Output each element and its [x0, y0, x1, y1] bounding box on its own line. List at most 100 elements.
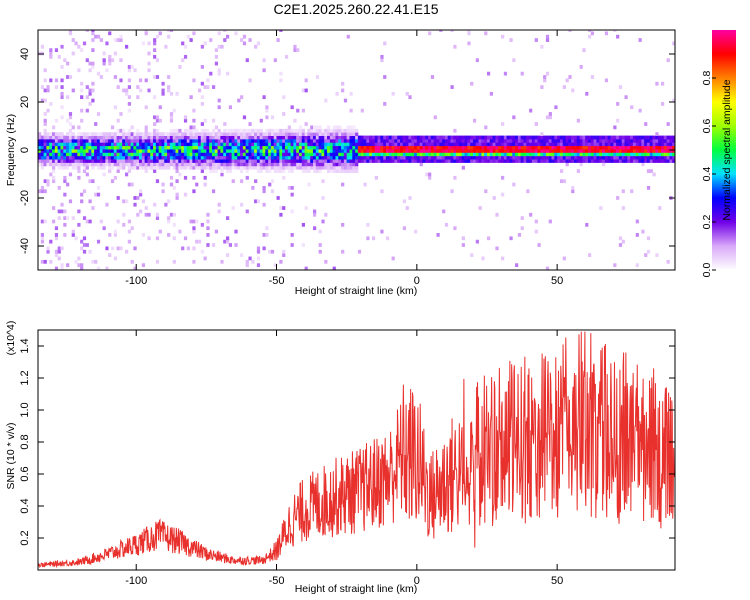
heatmap-cell	[144, 30, 148, 32]
heatmap-cell	[211, 165, 216, 170]
heatmap-cell	[450, 85, 454, 89]
heatmap-cell	[268, 138, 272, 143]
heatmap-cell	[189, 149, 193, 153]
heatmap-cell	[296, 142, 300, 147]
heatmap-cell	[211, 155, 216, 160]
x-tick-label: 50	[551, 275, 563, 287]
heatmap-cell	[472, 145, 477, 150]
heatmap-cell	[200, 138, 204, 143]
heatmap-cell	[217, 152, 221, 157]
heatmap-cell	[80, 263, 84, 268]
heatmap-cell	[318, 138, 322, 143]
heatmap-cell	[596, 152, 600, 157]
heatmap-cell	[545, 149, 550, 153]
heatmap-cell	[405, 206, 409, 210]
heatmap-cell	[310, 138, 314, 143]
heatmap-cell	[116, 38, 120, 42]
heatmap-cell	[596, 145, 600, 150]
heatmap-cell	[371, 135, 376, 140]
heatmap-cell	[226, 138, 230, 143]
heatmap-cell	[411, 135, 415, 140]
heatmap-cell	[150, 142, 154, 147]
heatmap-cell	[245, 138, 249, 143]
heatmap-cell	[655, 138, 659, 143]
heatmap-cell	[57, 162, 61, 167]
heatmap-cell	[343, 142, 348, 147]
heatmap-cell	[341, 165, 345, 170]
heatmap-cell	[616, 118, 620, 123]
heatmap-cell	[40, 159, 45, 163]
heatmap-cell	[186, 138, 190, 143]
heatmap-cell	[304, 142, 308, 147]
heatmap-cell	[313, 162, 317, 167]
heatmap-cell	[234, 243, 238, 247]
heatmap-cell	[517, 145, 522, 150]
heatmap-cell	[273, 132, 277, 136]
heatmap-cell	[226, 169, 230, 173]
heatmap-cell	[498, 159, 502, 163]
heatmap-cell	[60, 65, 64, 69]
heatmap-cell	[38, 145, 42, 150]
heatmap-cell	[526, 149, 530, 153]
heatmap-cell	[484, 159, 488, 163]
heatmap-cell	[618, 85, 623, 89]
heatmap-cell	[54, 226, 59, 231]
heatmap-cell	[68, 199, 73, 204]
heatmap-cell	[43, 112, 47, 116]
heatmap-cell	[352, 132, 356, 136]
heatmap-cell	[245, 152, 249, 157]
heatmap-cell	[599, 142, 603, 147]
heatmap-cell	[68, 155, 73, 160]
heatmap-cell	[517, 142, 522, 147]
heatmap-cell	[74, 159, 78, 163]
heatmap-cell	[178, 155, 182, 160]
heatmap-cell	[192, 226, 196, 231]
heatmap-cell	[663, 135, 667, 140]
heatmap-cell	[127, 65, 132, 69]
heatmap-cell	[211, 243, 216, 247]
heatmap-cell	[242, 142, 247, 147]
heatmap-cell	[186, 246, 190, 251]
heatmap-cell	[526, 142, 530, 147]
heatmap-cell	[355, 138, 359, 143]
heatmap-cell	[80, 48, 84, 52]
heatmap-cell	[411, 138, 415, 143]
heatmap-cell	[276, 132, 280, 136]
heatmap-cell	[290, 142, 294, 147]
heatmap-cell	[40, 98, 45, 103]
heatmap-cell	[254, 145, 258, 150]
heatmap-cell	[492, 149, 496, 153]
heatmap-cell	[531, 142, 536, 147]
heatmap-cell	[599, 135, 603, 140]
heatmap-cell	[428, 135, 432, 140]
heatmap-cell	[57, 135, 61, 140]
heatmap-cell	[576, 142, 580, 147]
heatmap-cell	[52, 179, 56, 184]
heatmap-cell	[161, 91, 165, 96]
heatmap-cell	[150, 165, 154, 170]
heatmap-cell	[211, 142, 216, 147]
heatmap-cell	[557, 142, 561, 147]
heatmap-cell	[183, 159, 188, 163]
heatmap-cell	[127, 128, 132, 133]
heatmap-cell	[349, 132, 353, 136]
heatmap-cell	[270, 152, 275, 157]
heatmap-cell	[470, 155, 474, 160]
heatmap-cell	[304, 135, 308, 140]
heatmap-cell	[290, 186, 294, 190]
heatmap-cell	[82, 138, 87, 143]
heatmap-cell	[355, 169, 359, 173]
heatmap-cell	[110, 162, 115, 167]
heatmap-cell	[341, 155, 345, 160]
heatmap-cell	[80, 95, 84, 100]
heatmap-cell	[391, 138, 395, 143]
heatmap-cell	[618, 149, 623, 153]
heatmap-cell	[346, 34, 350, 39]
heatmap-cell	[635, 152, 639, 157]
heatmap-cell	[486, 152, 491, 157]
heatmap-cell	[537, 142, 541, 147]
heatmap-cell	[335, 125, 339, 130]
heatmap-cell	[520, 71, 524, 76]
heatmap-cell	[335, 155, 339, 160]
heatmap-cell	[411, 145, 415, 150]
